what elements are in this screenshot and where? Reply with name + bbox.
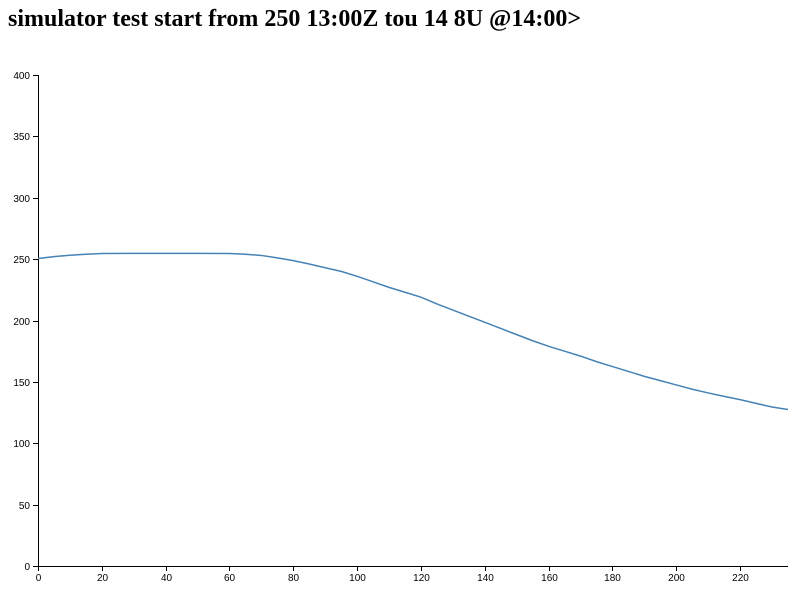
x-tick-label: 80 — [288, 573, 300, 584]
y-tick-label: 0 — [24, 562, 30, 573]
series-layer — [37, 252, 789, 411]
x-tick-label: 40 — [161, 573, 173, 584]
x-tick-label: 0 — [36, 573, 42, 584]
y-tick-label: 350 — [13, 132, 30, 143]
x-tick-label: 140 — [477, 573, 494, 584]
y-tick-label: 200 — [13, 317, 30, 328]
series-line — [37, 252, 789, 411]
x-tick-label: 200 — [668, 573, 685, 584]
y-tick-label: 400 — [13, 71, 30, 82]
x-tick-label: 160 — [541, 573, 558, 584]
y-tick-label: 50 — [19, 501, 31, 512]
y-tick-label: 300 — [13, 194, 30, 205]
y-tick-label: 250 — [13, 255, 30, 266]
x-tick-label: 220 — [732, 573, 749, 584]
y-tick-label: 150 — [13, 378, 30, 389]
x-tick-label: 60 — [224, 573, 236, 584]
x-tick-label: 180 — [604, 573, 621, 584]
x-axis: 0 20 40 60 80 100 120 140 160 180 200 220 — [36, 566, 788, 584]
x-tick-label: 120 — [413, 573, 430, 584]
y-tick-label: 100 — [13, 439, 30, 450]
y-axis: 0 50 100 150 200 250 300 350 400 — [13, 71, 39, 573]
x-tick-label: 20 — [97, 573, 109, 584]
page-title: simulator test start from 250 13:00Z tou… — [8, 6, 582, 32]
x-tick-label: 100 — [349, 573, 366, 584]
